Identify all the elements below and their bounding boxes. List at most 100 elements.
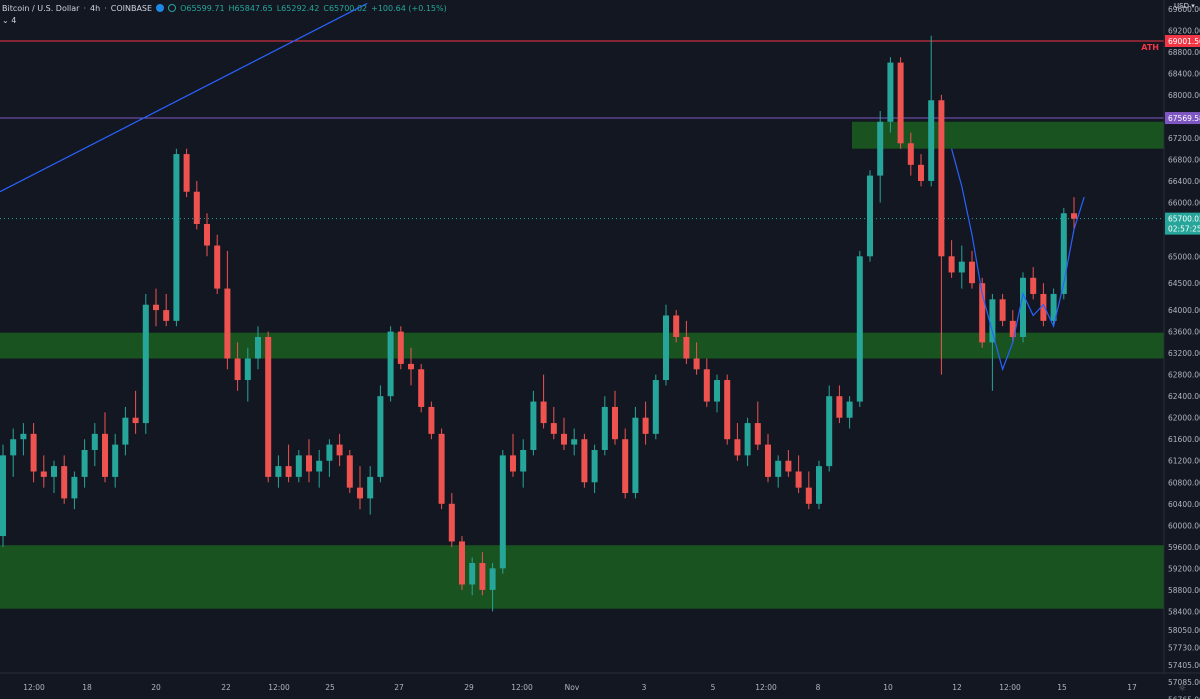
settings-gear-icon[interactable]: ☼ bbox=[1178, 684, 1187, 694]
horizontal-levels bbox=[0, 40, 1164, 220]
candle-body bbox=[40, 471, 47, 477]
candle-body bbox=[102, 433, 108, 477]
candle-body bbox=[754, 423, 761, 445]
candle-body bbox=[1020, 277, 1026, 337]
candle-body bbox=[153, 304, 159, 311]
candle-body bbox=[316, 460, 323, 472]
y-tick-label: 59200.00 bbox=[1168, 564, 1200, 573]
demand-zones bbox=[0, 121, 1164, 609]
candle-body bbox=[81, 449, 88, 477]
candle-body bbox=[326, 444, 333, 461]
drawings bbox=[0, 2, 1085, 372]
y-tick-label: 69200.00 bbox=[1168, 26, 1200, 35]
interval-sep: · bbox=[83, 3, 87, 13]
candle-body bbox=[204, 224, 210, 246]
y-tick-label: 57085.00 bbox=[1168, 678, 1200, 687]
time-axis[interactable]: 12:00 18 20 22 12:00 25 27 29 12:00 Nov 3 5 12:00 8 10… bbox=[23, 683, 1137, 692]
candle-body bbox=[51, 466, 57, 477]
chevron-down-icon: ▾ bbox=[1191, 2, 1195, 10]
candle-body bbox=[642, 417, 649, 434]
candle-body bbox=[418, 369, 425, 407]
price-axis[interactable]: 69600.00 69200.00 68800.00 68400.00 68000.00… bbox=[1168, 5, 1200, 699]
interval-label[interactable]: 4h bbox=[90, 3, 101, 13]
ath-price-tag: 69001.56 bbox=[1168, 37, 1200, 46]
candle-body bbox=[163, 310, 170, 321]
candle-body bbox=[428, 406, 435, 434]
candle-body bbox=[132, 417, 139, 424]
live-status-icon bbox=[156, 4, 165, 12]
x-tick-label: 25 bbox=[325, 683, 335, 692]
candle-body bbox=[683, 337, 690, 359]
y-tick-label: 68400.00 bbox=[1168, 69, 1200, 78]
y-tick-label: 66000.00 bbox=[1168, 198, 1200, 207]
candle-body bbox=[122, 417, 129, 445]
indicators-toggle[interactable]: ⌄ 4 bbox=[2, 16, 16, 25]
candle-body bbox=[836, 396, 843, 418]
indicator-count: 4 bbox=[11, 16, 17, 25]
y-tick-label: 69600.00 bbox=[1168, 5, 1200, 14]
candle-body bbox=[744, 423, 751, 456]
y-tick-label: 58400.00 bbox=[1168, 607, 1200, 616]
x-tick-label: 22 bbox=[221, 683, 231, 692]
currency-selector[interactable]: USD ▾ bbox=[1174, 2, 1195, 10]
candle-body bbox=[622, 439, 629, 494]
candle-body bbox=[703, 369, 710, 402]
candle-body bbox=[540, 401, 547, 424]
y-tick-label: 64500.00 bbox=[1168, 279, 1200, 288]
candle-body bbox=[346, 455, 353, 488]
candle-body bbox=[805, 487, 812, 504]
candle-body bbox=[652, 380, 659, 434]
open-value: O65599.71 bbox=[180, 3, 225, 13]
y-tick-label: 56765.00 bbox=[1168, 695, 1200, 699]
candle-body bbox=[918, 164, 924, 181]
candle-body bbox=[408, 363, 414, 370]
candle-body bbox=[581, 439, 588, 483]
candle-body bbox=[275, 466, 282, 477]
x-tick-label: 18 bbox=[82, 683, 92, 692]
candle-body bbox=[489, 568, 496, 590]
candle-body bbox=[1040, 293, 1047, 321]
candle-body bbox=[877, 121, 884, 176]
candle-body bbox=[775, 460, 782, 477]
y-tick-label: 60800.00 bbox=[1168, 478, 1200, 487]
y-tick-label: 57730.00 bbox=[1168, 643, 1200, 652]
candle-body bbox=[907, 143, 914, 165]
candle-body bbox=[183, 154, 190, 192]
y-tick-label: 58800.00 bbox=[1168, 586, 1200, 595]
candle-body bbox=[948, 256, 955, 273]
candle-body bbox=[1060, 213, 1067, 294]
candle-body bbox=[1071, 213, 1077, 219]
symbol-name[interactable]: Bitcoin / U.S. Dollar bbox=[2, 3, 80, 13]
x-tick-label: 27 bbox=[394, 683, 404, 692]
candle-body bbox=[867, 175, 873, 257]
y-tick-label: 60000.00 bbox=[1168, 521, 1200, 530]
high-value: H65847.65 bbox=[228, 3, 273, 13]
y-tick-label: 67200.00 bbox=[1168, 134, 1200, 143]
symbol-header: Bitcoin / U.S. Dollar · 4h · COINBASE O6… bbox=[0, 0, 447, 16]
candle-body bbox=[673, 315, 680, 337]
trend-line bbox=[0, 2, 368, 193]
y-tick-label: 63200.00 bbox=[1168, 349, 1200, 358]
candle-body bbox=[601, 406, 608, 450]
candle-body bbox=[938, 100, 945, 257]
candle-body bbox=[20, 433, 27, 440]
candle-body bbox=[377, 396, 384, 477]
candle-body bbox=[1009, 320, 1016, 337]
candle-body bbox=[30, 433, 37, 472]
x-tick-label: 10 bbox=[883, 683, 893, 692]
resistance-price-tag: 67569.58 bbox=[1168, 114, 1200, 123]
market-status-icon bbox=[168, 4, 177, 12]
candle-body bbox=[989, 299, 996, 343]
candle-body bbox=[91, 433, 98, 450]
x-tick-label: 15 bbox=[1057, 683, 1067, 692]
chevron-down-icon: ⌄ bbox=[2, 16, 9, 25]
candle-body bbox=[632, 417, 639, 494]
close-value: C65700.02 bbox=[323, 3, 368, 13]
candle-body bbox=[469, 562, 476, 585]
bar-countdown: 02:57:25 bbox=[1168, 225, 1200, 234]
candle-body bbox=[693, 358, 700, 370]
candle-body bbox=[499, 455, 506, 569]
candle-body bbox=[856, 256, 863, 402]
candle-body bbox=[367, 476, 374, 499]
